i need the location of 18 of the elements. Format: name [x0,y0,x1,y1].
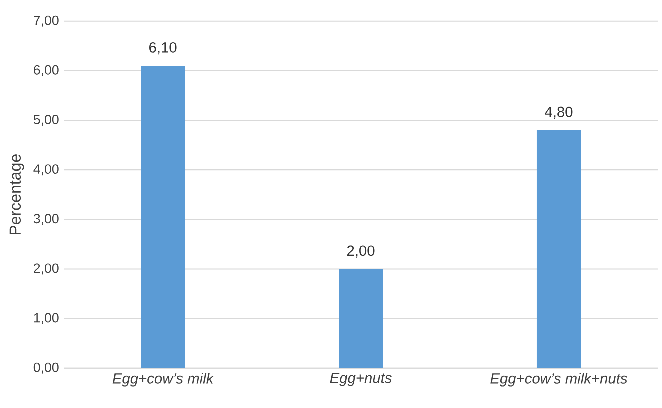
y-tick-label: 3,00 [34,214,59,225]
x-tick-label: Egg+nuts [330,372,392,386]
bar [536,130,582,368]
y-tick-label: 0,00 [34,362,59,374]
x-tick-label: Egg+cow’s milk [112,372,214,387]
x-tick-label: Egg+cow’s milk+nuts [490,372,628,387]
data-label: 2,00 [347,246,375,258]
bar [141,66,186,368]
y-tick-label: 2,00 [34,264,59,275]
y-axis-title: Percentage [10,154,24,234]
data-label: 4,80 [545,106,573,119]
y-tick-label: 6,00 [34,65,59,76]
y-tick-label: 7,00 [34,16,59,27]
data-label: 6,10 [150,42,177,54]
y-tick-label: 5,00 [34,114,59,126]
bar [339,269,384,368]
y-tick-label: 4,00 [34,164,59,176]
y-tick-label: 1,00 [34,313,59,324]
